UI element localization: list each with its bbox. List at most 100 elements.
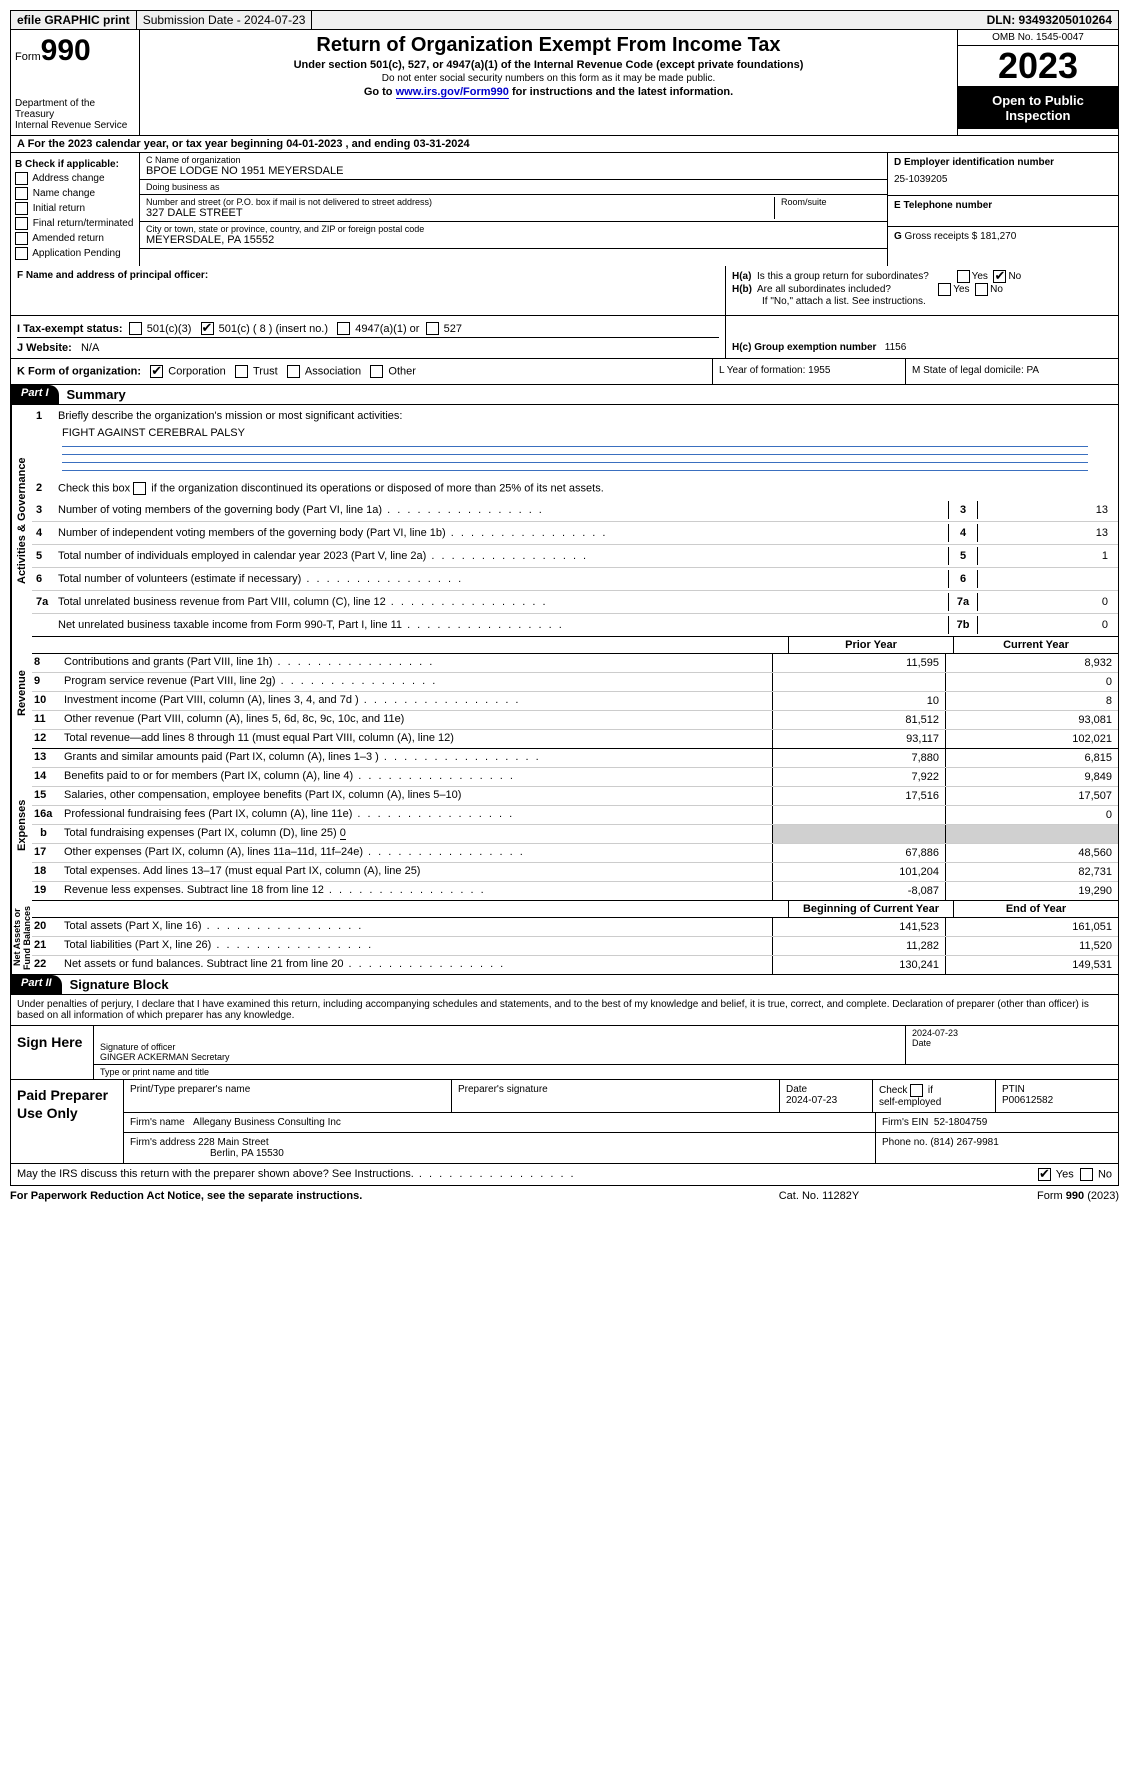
mission-text: FIGHT AGAINST CEREBRAL PALSY [62,427,1088,439]
ein-value: 25-1039205 [894,168,1112,191]
prep-date-label: Date [786,1084,807,1095]
footer-paperwork: For Paperwork Reduction Act Notice, see … [10,1190,719,1202]
cb-assoc[interactable] [287,365,300,378]
sig-date-label: Date [912,1038,931,1048]
line9-curr: 0 [945,673,1118,691]
dln: DLN: 93493205010264 [981,11,1118,29]
dept-label: Department of the TreasuryInternal Reven… [15,98,135,131]
line21-boy: 11,282 [772,937,945,955]
line17-curr: 48,560 [945,844,1118,862]
line7b: Net unrelated business taxable income fr… [58,619,948,631]
cb-address-change[interactable] [15,172,28,185]
cb-discontinued[interactable] [133,482,146,495]
line12-curr: 102,021 [945,730,1118,748]
line6: Total number of volunteers (estimate if … [58,573,948,585]
cb-527[interactable] [426,322,439,335]
form-org-label: K Form of organization: [17,365,141,377]
ptin-value: P00612582 [1002,1095,1053,1106]
line13-curr: 6,815 [945,749,1118,767]
cb-4947[interactable] [337,322,350,335]
line20-eoy: 161,051 [945,918,1118,936]
row-i-j: I Tax-exempt status: 501(c)(3) 501(c) ( … [10,316,1119,359]
line15-prior: 17,516 [772,787,945,805]
part1-tab: Part I [11,385,59,404]
line7b-value: 0 [978,619,1114,631]
part2-header: Part II Signature Block [10,975,1119,995]
line11-prior: 81,512 [772,711,945,729]
discuss-row: May the IRS discuss this return with the… [10,1164,1119,1186]
firm-ein: 52-1804759 [934,1117,987,1128]
form-subtitle: Under section 501(c), 527, or 4947(a)(1)… [148,59,949,71]
cb-name-change[interactable] [15,187,28,200]
cb-ha-no[interactable] [993,270,1006,283]
ptin-label: PTIN [1002,1084,1025,1095]
cb-final-return[interactable] [15,217,28,230]
cb-amended[interactable] [15,232,28,245]
cb-hb-no[interactable] [975,283,988,296]
declaration-text: Under penalties of perjury, I declare th… [10,995,1119,1026]
prep-self-employed: Check ifself-employed [873,1080,996,1112]
cb-trust[interactable] [235,365,248,378]
goto-link[interactable]: Go to www.irs.gov/Form990 for instructio… [148,86,949,98]
cb-501c3[interactable] [129,322,142,335]
firm-name: Allegany Business Consulting Inc [193,1117,341,1128]
line5: Total number of individuals employed in … [58,550,948,562]
cb-501c[interactable] [201,322,214,335]
row-fh: F Name and address of principal officer:… [10,266,1119,316]
group-exemption-label: H(c) Group exemption number [732,342,876,353]
line3-value: 13 [978,504,1114,516]
cb-ha-yes[interactable] [957,270,970,283]
room-label: Room/suite [781,197,881,207]
part2-tab: Part II [11,975,62,994]
cb-self-employed[interactable] [910,1084,923,1097]
col-current: Current Year [953,637,1118,653]
efile-label[interactable]: efile GRAPHIC print [11,11,137,29]
sig-officer-label: Signature of officer [100,1042,175,1052]
summary-netassets: Net Assets orFund Balances Beginning of … [10,901,1119,975]
line19: Revenue less expenses. Subtract line 18 … [62,882,772,900]
line15-curr: 17,507 [945,787,1118,805]
line19-curr: 19,290 [945,882,1118,900]
firm-addr2: Berlin, PA 15530 [130,1148,284,1159]
tel-label: E Telephone number [894,200,1112,211]
col-b-header: B Check if applicable: [15,159,135,170]
form-title: Return of Organization Exempt From Incom… [148,34,949,57]
summary-revenue: Revenue Prior YearCurrent Year 8Contribu… [10,637,1119,749]
cb-initial-return[interactable] [15,202,28,215]
line14-curr: 9,849 [945,768,1118,786]
ein-label: D Employer identification number [894,157,1112,168]
city-value: MEYERSDALE, PA 15552 [146,234,881,246]
line4-value: 13 [978,527,1114,539]
line1-label: Briefly describe the organization's miss… [58,410,1114,422]
prep-name-label: Print/Type preparer's name [124,1080,452,1112]
open-public: Open to Public Inspection [958,87,1118,129]
cb-hb-yes[interactable] [938,283,951,296]
tax-status-label: I Tax-exempt status: [17,323,123,335]
group-exemption-value: 1156 [885,342,907,353]
line7a: Total unrelated business revenue from Pa… [58,596,948,608]
cb-discuss-yes[interactable] [1038,1168,1051,1181]
cb-corp[interactable] [150,365,163,378]
state-domicile: M State of legal domicile: PA [906,359,1118,384]
line12: Total revenue—add lines 8 through 11 (mu… [62,730,772,748]
part1-title: Summary [59,385,134,404]
cb-other[interactable] [370,365,383,378]
line11-curr: 93,081 [945,711,1118,729]
line9-prior [772,673,945,691]
firm-name-label: Firm's name [130,1117,185,1128]
website-label: J Website: [17,342,72,354]
city-label: City or town, state or province, country… [146,224,881,234]
summary-expenses: Expenses 13Grants and similar amounts pa… [10,749,1119,901]
line9: Program service revenue (Part VIII, line… [62,673,772,691]
line3: Number of voting members of the governin… [58,504,948,516]
firm-phone: (814) 267-9981 [930,1137,998,1148]
vtab-governance: Activities & Governance [11,405,32,637]
col-d: D Employer identification number25-10392… [888,153,1118,266]
vtab-revenue: Revenue [11,637,32,749]
discuss-question: May the IRS discuss this return with the… [17,1168,1038,1181]
vtab-expenses: Expenses [11,749,32,901]
cb-discuss-no[interactable] [1080,1168,1093,1181]
col-prior: Prior Year [788,637,953,653]
line18: Total expenses. Add lines 13–17 (must eq… [62,863,772,881]
cb-app-pending[interactable] [15,247,28,260]
